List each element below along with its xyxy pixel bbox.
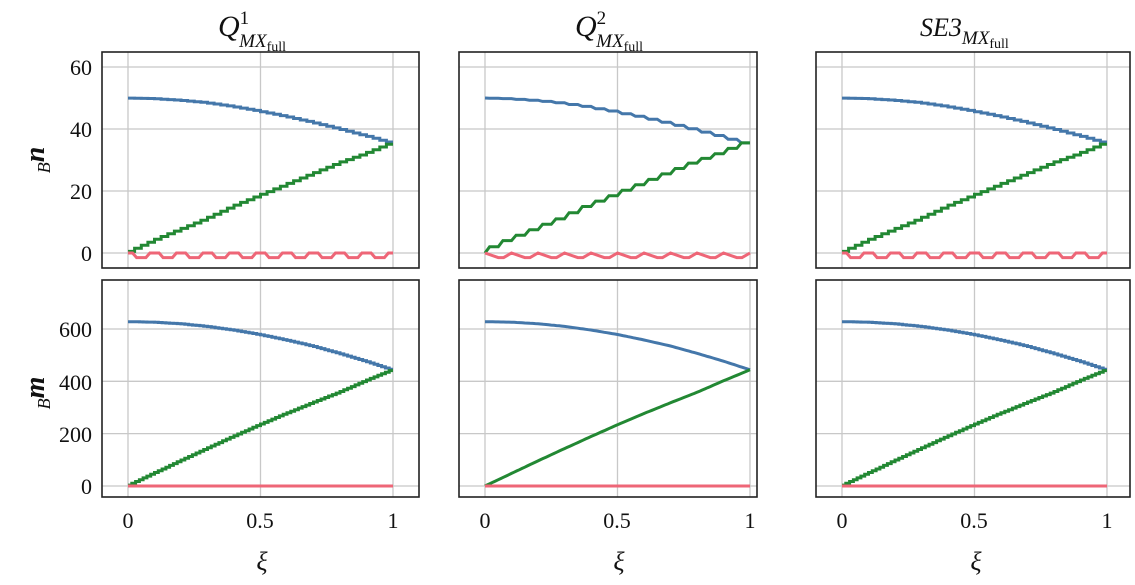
series-n1 bbox=[484, 96, 750, 145]
grid bbox=[459, 52, 757, 268]
col-title-1: Q1 MXfull bbox=[218, 8, 286, 55]
grid bbox=[102, 280, 419, 497]
col-title-3: SE3MXfull bbox=[920, 13, 1009, 52]
xlabel-col1: ξ bbox=[256, 547, 268, 576]
svg-text:0: 0 bbox=[837, 508, 848, 533]
svg-text:0: 0 bbox=[81, 474, 92, 499]
svg-text:20: 20 bbox=[70, 179, 92, 204]
axes-frame bbox=[815, 51, 1131, 269]
xlabel-col3: ξ bbox=[970, 547, 982, 576]
grid bbox=[459, 280, 757, 497]
axes-frame bbox=[101, 279, 420, 498]
yticks-row1: 0 20 40 60 bbox=[70, 55, 92, 266]
axes-frame bbox=[815, 279, 1131, 498]
xlabels: ξ ξ ξ bbox=[256, 547, 982, 576]
axes-frame bbox=[458, 51, 758, 269]
series-m1 bbox=[842, 320, 1107, 371]
ylabel-row1: Bn bbox=[20, 147, 54, 174]
col-title-2: Q2 MXfull bbox=[575, 8, 643, 55]
series-n3 bbox=[842, 251, 1107, 260]
svg-text:1: 1 bbox=[1102, 508, 1113, 533]
panel-row2-col3 bbox=[815, 279, 1131, 498]
series-m2 bbox=[128, 369, 393, 487]
series-n2 bbox=[842, 142, 1107, 253]
svg-text:0: 0 bbox=[81, 241, 92, 266]
grid bbox=[816, 52, 1130, 268]
svg-text:0.5: 0.5 bbox=[603, 508, 631, 533]
panel-row1-col2 bbox=[458, 51, 758, 269]
xticks-col3: 0 0.5 1 bbox=[837, 508, 1113, 533]
panel-row1-col3 bbox=[815, 51, 1131, 269]
series-n3 bbox=[128, 251, 393, 260]
series-m1 bbox=[128, 320, 393, 371]
axes-frame bbox=[458, 279, 758, 498]
series-m2 bbox=[484, 368, 751, 488]
xticks-col1: 0 0.5 1 bbox=[123, 508, 399, 533]
series-m1 bbox=[485, 320, 751, 372]
axes-frame bbox=[101, 51, 420, 269]
panel-row1-col1 bbox=[101, 51, 420, 269]
svg-text:1: 1 bbox=[388, 508, 399, 533]
svg-text:600: 600 bbox=[59, 317, 92, 342]
svg-text:60: 60 bbox=[70, 55, 92, 80]
series-n2 bbox=[483, 141, 750, 254]
panel-row2-col1 bbox=[101, 279, 420, 498]
grid bbox=[102, 52, 419, 268]
series-n1 bbox=[128, 96, 393, 144]
svg-text:400: 400 bbox=[59, 370, 92, 395]
xlabel-col2: ξ bbox=[613, 547, 625, 576]
ylabel-row2: Bm bbox=[20, 377, 54, 410]
series-n1 bbox=[842, 96, 1107, 144]
svg-text:0.5: 0.5 bbox=[246, 508, 274, 533]
svg-text:40: 40 bbox=[70, 117, 92, 142]
svg-text:1: 1 bbox=[745, 508, 756, 533]
series-n2 bbox=[128, 142, 393, 253]
series-n3 bbox=[484, 251, 751, 260]
panels bbox=[101, 51, 1131, 498]
svg-text:0: 0 bbox=[480, 508, 491, 533]
xticks-col2: 0 0.5 1 bbox=[480, 508, 756, 533]
svg-text:0: 0 bbox=[123, 508, 134, 533]
series-m2 bbox=[842, 369, 1107, 487]
grid bbox=[816, 280, 1130, 497]
panel-row2-col2 bbox=[458, 279, 758, 498]
svg-text:200: 200 bbox=[59, 422, 92, 447]
yticks-row2: 0 200 400 600 bbox=[59, 317, 92, 499]
svg-text:0.5: 0.5 bbox=[960, 508, 988, 533]
